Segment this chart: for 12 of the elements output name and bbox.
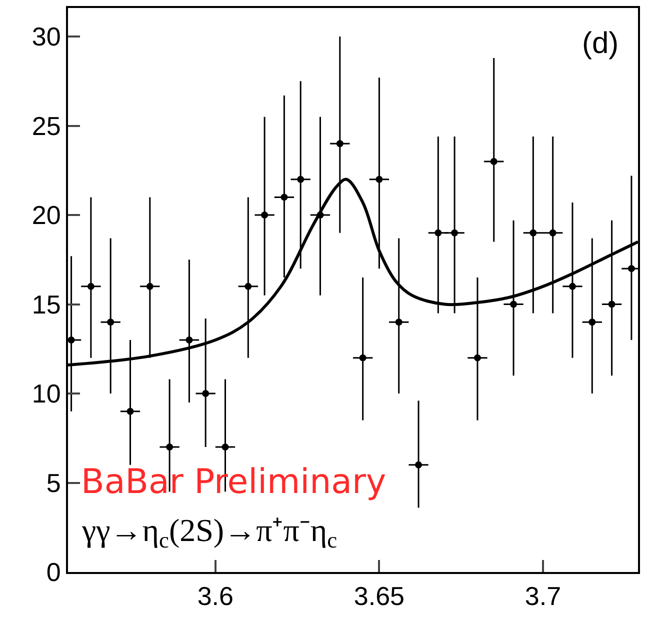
annotation: (d) (582, 27, 619, 60)
y-tick-label: 10 (32, 378, 61, 409)
y-tick-label: 20 (32, 200, 61, 230)
y-tick-label: 30 (32, 22, 61, 52)
x-tick-label: 3.65 (354, 581, 405, 612)
y-tick-label: 5 (46, 468, 61, 498)
x-tick-label: 3.6 (197, 581, 234, 612)
x-tick-label: 3.7 (524, 581, 562, 612)
y-tick-label: 25 (32, 110, 61, 141)
y-tick-label: 15 (32, 289, 61, 320)
annotation: γγ→η$_{c}$(2S)→π⁺π⁻η$_{c}$ (81, 512, 338, 553)
y-tick-label: 0 (46, 557, 61, 588)
